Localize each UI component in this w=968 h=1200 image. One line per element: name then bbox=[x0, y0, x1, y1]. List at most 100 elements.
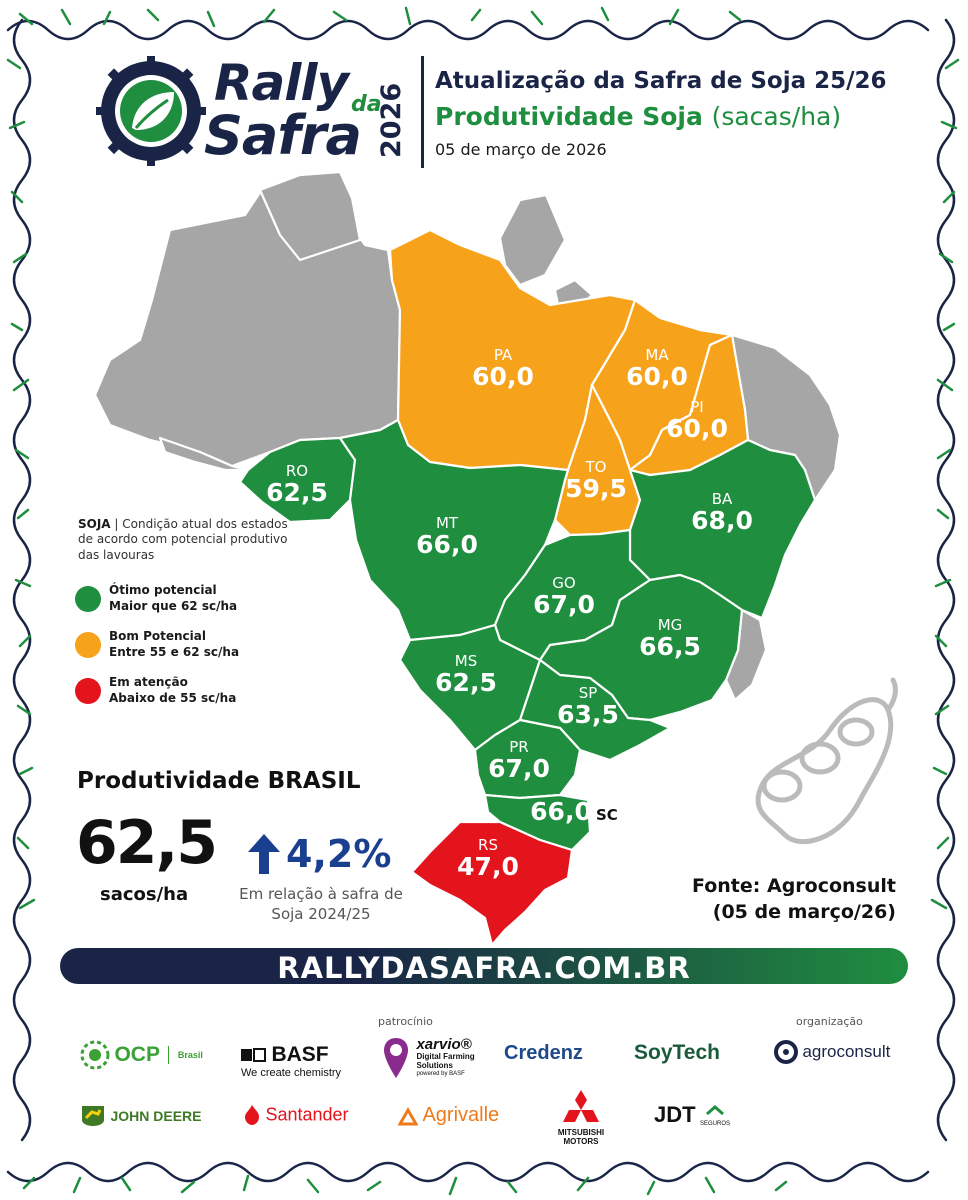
state-value: 68,0 bbox=[691, 506, 753, 535]
santander-logo: Santander bbox=[243, 1104, 349, 1126]
region-acre bbox=[158, 436, 250, 472]
page-subtitle: Produtividade Soja (sacas/ha) bbox=[435, 102, 841, 131]
ocp-text: OCP bbox=[114, 1043, 160, 1066]
state-code: RS bbox=[478, 836, 498, 854]
legend-item-atencao: Em atenção Abaixo de 55 sc/ha bbox=[75, 674, 295, 714]
state-value: 67,0 bbox=[488, 754, 550, 783]
state-label-pi: PI 60,0 bbox=[666, 398, 728, 442]
state-code-sc: SC bbox=[596, 806, 618, 824]
state-label-rs: RS 47,0 bbox=[457, 836, 519, 880]
state-label-ba: BA 68,0 bbox=[691, 490, 753, 534]
basf-text: BASF bbox=[271, 1043, 329, 1066]
soybean-pod-icon bbox=[755, 677, 898, 845]
state-code: SP bbox=[578, 684, 598, 702]
xarvio-logo: xarvio® Digital Farming Solutions powere… bbox=[382, 1036, 486, 1080]
report-date: 05 de março de 2026 bbox=[435, 140, 607, 159]
state-value: 67,0 bbox=[533, 590, 595, 619]
state-code: MS bbox=[454, 652, 478, 670]
state-code: MT bbox=[435, 514, 459, 532]
jdt-text: JDT bbox=[654, 1102, 696, 1127]
source-line1: Fonte: Agroconsult bbox=[692, 875, 896, 897]
state-code: PA bbox=[493, 346, 513, 364]
website-banner[interactable]: RALLYDASAFRA.COM.BR bbox=[60, 948, 908, 985]
agroconsult-circle-icon bbox=[774, 1040, 798, 1064]
logo-rally: Rally bbox=[214, 54, 349, 112]
xarvio-tag: powered by BASF bbox=[416, 1070, 465, 1077]
jdt-chevron-icon bbox=[706, 1105, 725, 1116]
region-amapa bbox=[498, 193, 567, 287]
state-label-ma: MA 60,0 bbox=[626, 346, 688, 390]
brasil-value: 62,5 bbox=[76, 808, 218, 878]
ocp-divider bbox=[168, 1046, 170, 1064]
deer-icon bbox=[82, 1106, 104, 1126]
state-sc bbox=[483, 793, 592, 852]
legend-text: Em atenção Abaixo de 55 sc/ha bbox=[109, 674, 236, 706]
state-value: 63,5 bbox=[557, 700, 619, 729]
legend-title-text: | Condição atual dos estados de acordo c… bbox=[78, 517, 288, 562]
legend-dot-green bbox=[75, 586, 101, 612]
agrivalle-text: Agrivalle bbox=[422, 1104, 500, 1126]
jdt-sub: SEGUROS bbox=[700, 1121, 731, 1127]
soytech-logo: SoyTech bbox=[634, 1041, 720, 1064]
state-label-to: TO 59,5 bbox=[565, 458, 627, 502]
diamonds-icon bbox=[563, 1090, 599, 1122]
brasil-unit: sacos/ha bbox=[100, 884, 189, 905]
source-note: Fonte: Agroconsult (05 de março/26) bbox=[640, 874, 896, 925]
credenz-logo: Credenz bbox=[504, 1042, 583, 1064]
legend-item-bom: Bom Potencial Entre 55 e 62 sc/ha bbox=[75, 628, 295, 668]
website-url[interactable]: RALLYDASAFRA.COM.BR bbox=[277, 951, 691, 985]
state-value: 66,0 bbox=[530, 797, 592, 826]
state-label-pr: PR 67,0 bbox=[488, 738, 550, 782]
legend-line2: Abaixo de 55 sc/ha bbox=[109, 691, 237, 706]
state-label-ms: MS 62,5 bbox=[435, 652, 497, 696]
agroconsult-logo: agroconsult bbox=[774, 1040, 890, 1064]
state-label-sc: 66,0 bbox=[530, 797, 592, 826]
state-value: 66,5 bbox=[639, 632, 701, 661]
ocp-sub: Brasil bbox=[177, 1050, 203, 1060]
state-value: 62,5 bbox=[435, 668, 497, 697]
agrivalle-leaf-icon bbox=[398, 1106, 418, 1125]
subtitle-unit: (sacas/ha) bbox=[711, 102, 842, 131]
legend-line2: Entre 55 e 62 sc/ha bbox=[109, 645, 240, 660]
state-value: 59,5 bbox=[565, 474, 627, 503]
ocp-star-icon bbox=[80, 1040, 110, 1070]
state-code: BA bbox=[711, 490, 733, 508]
state-label-mg: MG 66,5 bbox=[639, 616, 701, 660]
legend-line2: Maior que 62 sc/ha bbox=[109, 599, 238, 614]
john-deere-text: JOHN DEERE bbox=[110, 1108, 202, 1124]
legend-text: Bom Potencial Entre 55 e 62 sc/ha bbox=[109, 628, 239, 660]
state-code: MA bbox=[645, 346, 669, 364]
tire-leaf-icon bbox=[96, 56, 206, 166]
logo-da: da bbox=[351, 92, 382, 117]
agroconsult-text: agroconsult bbox=[802, 1042, 891, 1061]
state-value: 62,5 bbox=[266, 478, 328, 507]
state-code: PR bbox=[509, 738, 529, 756]
region-roraima bbox=[258, 170, 362, 262]
legend-line1: Bom Potencial bbox=[109, 629, 206, 643]
legend-line1: Em atenção bbox=[109, 675, 188, 689]
state-code: TO bbox=[585, 458, 607, 476]
basf-tagline: We create chemistry bbox=[241, 1067, 342, 1079]
state-code: GO bbox=[552, 574, 576, 592]
state-pr bbox=[473, 718, 582, 800]
mitsubishi-text: MITSUBISHI MOTORS bbox=[557, 1128, 605, 1146]
state-value: 47,0 bbox=[457, 852, 519, 881]
legend-dot-red bbox=[75, 678, 101, 704]
legend-dot-orange bbox=[75, 632, 101, 658]
source-line2: (05 de março/26) bbox=[712, 900, 896, 923]
logo-safra: Safra bbox=[204, 104, 362, 167]
flame-icon bbox=[245, 1105, 259, 1125]
brasil-title: Produtividade BRASIL bbox=[77, 768, 361, 794]
brasil-note: Em relação à safra de Soja 2024/25 bbox=[239, 885, 403, 924]
legend-item-otimo: Ótimo potencial Maior que 62 sc/ha bbox=[75, 582, 295, 622]
organizacao-label: organização bbox=[796, 1015, 863, 1028]
brasil-change: 4,2% bbox=[286, 832, 392, 876]
subtitle-text: Produtividade Soja bbox=[435, 102, 703, 131]
xarvio-text: xarvio® bbox=[416, 1036, 472, 1053]
basf-logo: BASF We create chemistry bbox=[241, 1043, 341, 1079]
page-title: Atualização da Safra de Soja 25/26 bbox=[435, 68, 887, 94]
header-divider bbox=[421, 56, 424, 168]
